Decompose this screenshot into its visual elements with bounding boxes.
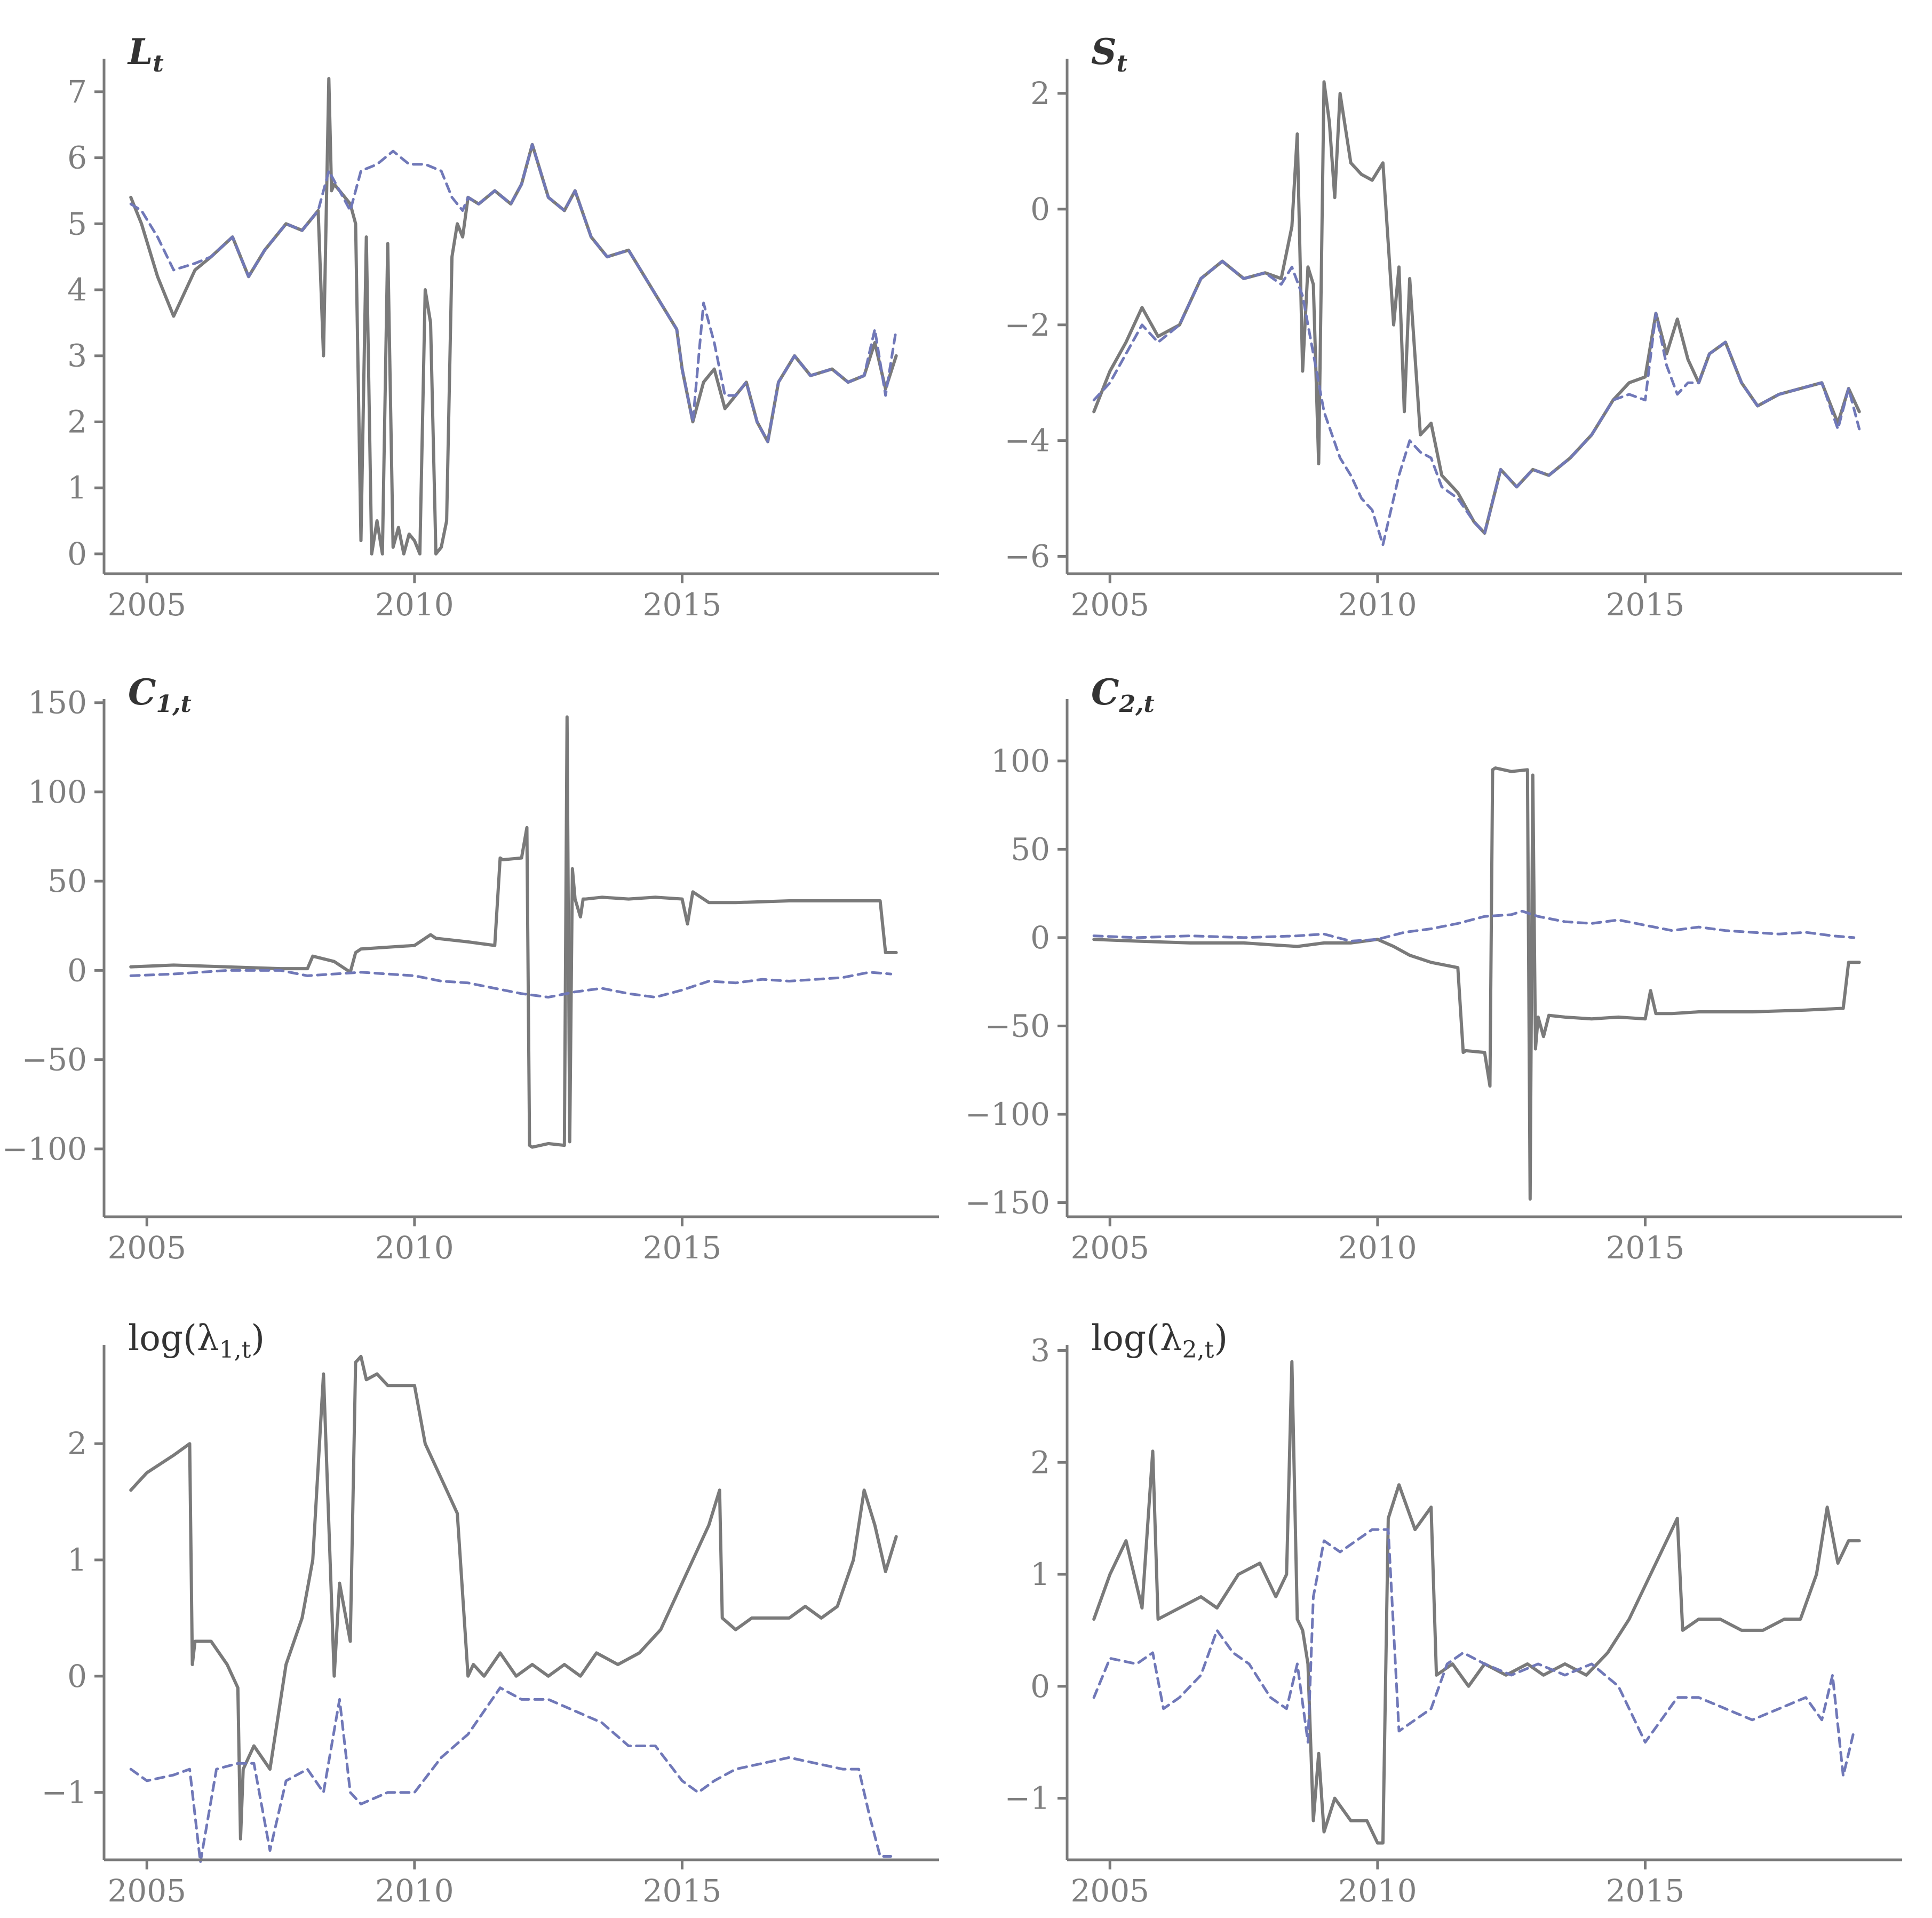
y-tick-label: 3 (67, 338, 87, 374)
y-tick-label: −150 (965, 1185, 1050, 1221)
x-tick-label: 2015 (643, 1230, 722, 1266)
series-dashed-line (129, 969, 893, 999)
x-tick-label: 2010 (1338, 1230, 1417, 1266)
y-tick-label: 150 (28, 685, 87, 721)
series-dashed-line (1092, 909, 1856, 942)
x-tick-label: 2010 (375, 1230, 454, 1266)
y-tick-label: 5 (67, 205, 87, 242)
panel-title: log(λ1,t) (128, 1318, 265, 1364)
y-tick-label: 1 (67, 1542, 87, 1578)
y-tick-label: 6 (67, 140, 87, 176)
panel-log-lambda-2-t: 2005 2010 2015 −1 0 1 2 3 log(λ2,t) (1005, 1318, 1902, 1909)
x-tick-label: 2010 (375, 587, 454, 623)
series-solid-line (129, 1354, 898, 1841)
series-dashed-line (1092, 1528, 1856, 1778)
x-tick-label: 2015 (1606, 587, 1685, 623)
x-tick-label: 2005 (1070, 1873, 1149, 1909)
y-tick-label: 4 (67, 272, 87, 308)
y-tick-label: −1 (1005, 1780, 1051, 1817)
x-tick-label: 2010 (1338, 587, 1417, 623)
y-tick-label: 2 (1030, 1444, 1050, 1480)
panel-title: Lt (127, 31, 164, 77)
y-tick-label: 0 (67, 536, 87, 572)
x-tick-label: 2005 (107, 1873, 186, 1909)
y-tick-label: 100 (991, 743, 1050, 779)
y-tick-label: 50 (47, 863, 87, 899)
panel-curvature-C2-t: 2005 2010 2015 −150 −100 −50 0 50 100 C2,t (965, 671, 1902, 1266)
panel-title: C2,t (1091, 671, 1155, 718)
panel-curvature-C1-t: 2005 2010 2015 −100 −50 0 50 100 150 C1,t (2, 671, 939, 1266)
y-tick-label: −1 (42, 1774, 88, 1811)
x-tick-label: 2015 (643, 587, 722, 623)
panel-level-L-t: 2005 2010 2015 0 1 2 3 4 5 6 7 Lt (67, 31, 939, 623)
panel-title: log(λ2,t) (1091, 1318, 1228, 1364)
panel-log-lambda-1-t: 2005 2010 2015 −1 0 1 2 log(λ1,t) (42, 1318, 939, 1909)
y-tick-label: 0 (1030, 1668, 1050, 1705)
panel-title: C1,t (128, 671, 192, 718)
y-tick-label: −6 (1005, 538, 1051, 574)
series-dashed-line (1092, 260, 1861, 546)
y-tick-label: −100 (2, 1131, 87, 1167)
y-tick-label: 0 (1030, 920, 1050, 956)
y-tick-label: 2 (67, 403, 87, 440)
y-tick-label: −50 (22, 1042, 87, 1078)
x-tick-label: 2015 (1606, 1230, 1685, 1266)
y-tick-label: 0 (67, 952, 87, 988)
panel-title: St (1091, 31, 1127, 77)
series-solid-line (1092, 80, 1861, 535)
series-dashed-line (129, 143, 898, 443)
x-tick-label: 2015 (643, 1873, 722, 1909)
y-tick-label: 7 (67, 74, 87, 110)
series-solid-line (1092, 766, 1861, 1201)
x-tick-label: 2005 (1070, 587, 1149, 623)
y-tick-label: −4 (1005, 423, 1051, 459)
series-solid-line (1092, 1360, 1861, 1845)
y-tick-label: 3 (1030, 1332, 1050, 1368)
panel-slope-S-t: 2005 2010 2015 −6 −4 −2 0 2 St (1005, 31, 1902, 623)
y-tick-label: 1 (67, 470, 87, 506)
series-solid-line (129, 77, 898, 556)
y-tick-label: 100 (28, 774, 87, 810)
y-tick-label: 0 (1030, 191, 1050, 227)
series-solid-line (129, 715, 898, 1149)
x-tick-label: 2005 (107, 587, 186, 623)
y-tick-label: −50 (985, 1008, 1050, 1044)
x-tick-label: 2005 (107, 1230, 186, 1266)
x-tick-label: 2015 (1606, 1873, 1685, 1909)
y-tick-label: −100 (965, 1096, 1050, 1132)
x-tick-label: 2005 (1070, 1230, 1149, 1266)
series-dashed-line (129, 1686, 893, 1864)
x-tick-label: 2010 (375, 1873, 454, 1909)
y-tick-label: 2 (1030, 75, 1050, 112)
y-tick-label: −2 (1005, 307, 1051, 343)
y-tick-label: 1 (1030, 1556, 1050, 1592)
y-tick-label: 50 (1011, 831, 1050, 867)
y-tick-label: 0 (67, 1658, 87, 1694)
x-tick-label: 2010 (1338, 1873, 1417, 1909)
y-tick-label: 2 (67, 1425, 87, 1462)
